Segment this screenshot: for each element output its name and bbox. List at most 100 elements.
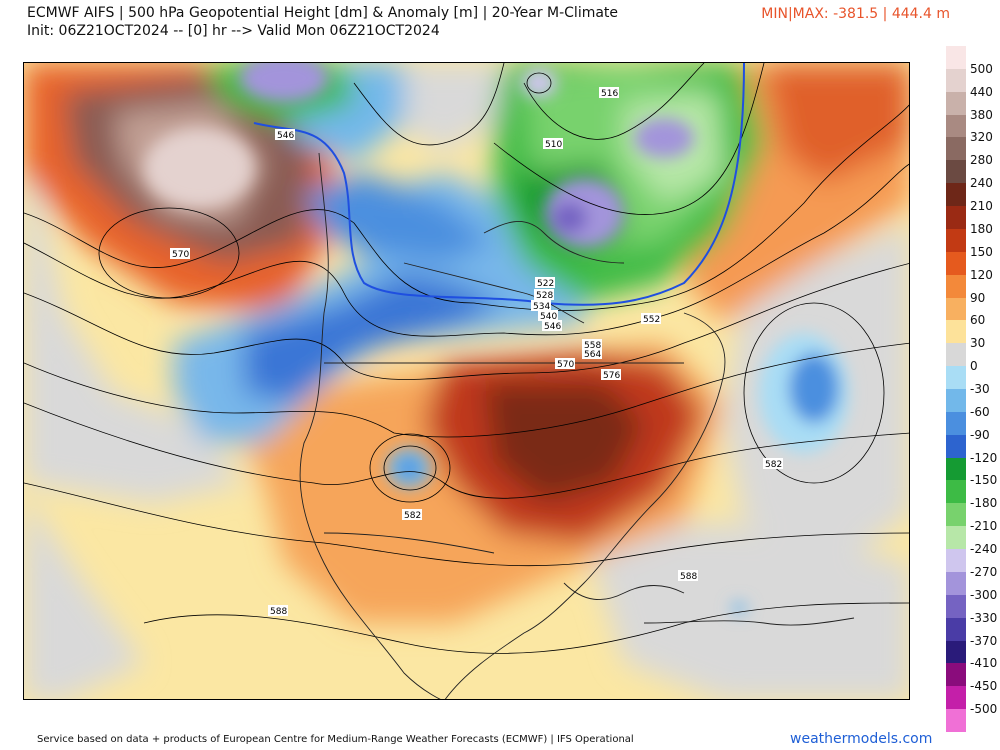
colorbar-label: -330 (970, 610, 998, 625)
contour-label: 516 (599, 87, 619, 99)
colorbar-label: -450 (970, 679, 998, 694)
colorbar-swatch (946, 503, 966, 527)
contour-label: 528 (534, 289, 554, 301)
contour-label: 546 (542, 320, 562, 332)
colorbar-swatch (946, 480, 966, 504)
colorbar-swatch (946, 114, 966, 138)
colorbar-swatch (946, 389, 966, 413)
coastlines (299, 152, 855, 699)
colorbar-swatch (946, 274, 966, 299)
map-panel: 546 570 516 510 522 528 534 540 546 552 … (23, 62, 910, 700)
colorbar-label: 210 (970, 199, 993, 214)
colorbar-swatch (946, 137, 966, 161)
anomaly-cores (144, 63, 849, 614)
colorbar-swatch (946, 206, 966, 230)
colorbar-label: 280 (970, 153, 993, 168)
colorbar-swatch (946, 251, 966, 276)
colorbar-swatch (946, 366, 966, 390)
colorbar-swatch (946, 640, 966, 664)
colorbar-swatch (946, 549, 966, 573)
contour-label: 522 (535, 277, 555, 289)
colorbar-swatch (946, 160, 966, 184)
colorbar-swatch (946, 571, 966, 596)
colorbar-label: -300 (970, 587, 998, 602)
colorbar-label: 380 (970, 107, 993, 122)
minmax-readout: MIN|MAX: -381.5 | 444.4 m (761, 6, 950, 22)
colorbar-label: 440 (970, 84, 993, 99)
chart-title: ECMWF AIFS | 500 hPa Geopotential Height… (27, 5, 619, 21)
colorbar-label: 240 (970, 176, 993, 191)
svg-text:510: 510 (545, 140, 562, 150)
colorbar (946, 46, 966, 733)
svg-text:546: 546 (544, 322, 561, 332)
colorbar-label: -270 (970, 564, 998, 579)
colorbar-label: 180 (970, 221, 993, 236)
contour-label: 570 (555, 358, 575, 370)
svg-text:570: 570 (172, 250, 189, 260)
colorbar-label: 120 (970, 267, 993, 282)
svg-text:522: 522 (537, 279, 554, 289)
colorbar-label: -240 (970, 542, 998, 557)
contour-label: 588 (268, 605, 288, 617)
colorbar-label: -90 (970, 427, 990, 442)
contour-label: 582 (763, 458, 783, 470)
svg-text:558: 558 (584, 341, 601, 351)
colorbar-label: -180 (970, 496, 998, 511)
svg-text:546: 546 (277, 131, 294, 141)
colorbar-label: -410 (970, 656, 998, 671)
svg-text:588: 588 (270, 607, 287, 617)
colorbar-swatch (946, 343, 966, 367)
contour-label: 546 (275, 129, 295, 141)
colorbar-label: -30 (970, 382, 990, 396)
svg-text:516: 516 (601, 89, 618, 99)
colorbar-label: -150 (970, 473, 998, 488)
svg-text:528: 528 (536, 291, 553, 301)
colorbar-label: -500 (970, 702, 998, 717)
colorbar-swatch (946, 663, 966, 687)
contour-labels: 546 570 516 510 522 528 534 540 546 552 … (170, 87, 783, 617)
colorbar-swatch (946, 617, 966, 642)
colorbar-label: 0 (970, 359, 978, 374)
colorbar-swatch (946, 457, 966, 481)
colorbar-label: 500 (970, 61, 993, 76)
contour-label: 582 (402, 509, 422, 521)
contour-label: 564 (582, 348, 602, 360)
colorbar-swatch (946, 434, 966, 459)
colorbar-label: 30 (970, 336, 986, 351)
colorbar-swatch (946, 46, 966, 70)
svg-text:570: 570 (557, 360, 574, 370)
contour-label: 540 (538, 310, 558, 322)
svg-text:582: 582 (404, 511, 421, 521)
colorbar-label: -210 (970, 519, 998, 534)
colorbar-swatch (946, 91, 966, 116)
contour-label: 588 (678, 570, 698, 582)
colorbar-swatch (946, 686, 966, 710)
colorbar-label: -370 (970, 633, 998, 648)
colorbar-label: -120 (970, 450, 998, 465)
svg-text:588: 588 (680, 572, 697, 582)
colorbar-swatch (946, 411, 966, 436)
attribution-text: Service based on data + products of Euro… (37, 734, 634, 745)
contour-label: 534 (531, 300, 551, 312)
colorbar-swatch (946, 228, 966, 253)
contour-label: 552 (641, 313, 661, 325)
contour-label: 570 (170, 248, 190, 260)
svg-text:534: 534 (533, 302, 550, 312)
svg-text:576: 576 (603, 371, 620, 381)
colorbar-label: 150 (970, 244, 993, 259)
brand-link[interactable]: weathermodels.com (790, 731, 933, 747)
svg-text:540: 540 (540, 312, 557, 322)
contour-label: 510 (543, 138, 563, 150)
colorbar-swatch (946, 320, 966, 344)
colorbar-label: 60 (970, 313, 986, 328)
anomaly-map: 546 570 516 510 522 528 534 540 546 552 … (24, 63, 909, 699)
colorbar-swatch (946, 709, 966, 733)
colorbar-swatch (946, 68, 966, 93)
colorbar-label: 320 (970, 130, 993, 145)
height-contours (24, 63, 909, 654)
contour-label: 558 (582, 339, 602, 351)
svg-text:582: 582 (765, 460, 782, 470)
contour-label: 576 (601, 369, 621, 381)
colorbar-swatch (946, 594, 966, 619)
svg-text:564: 564 (584, 350, 601, 360)
